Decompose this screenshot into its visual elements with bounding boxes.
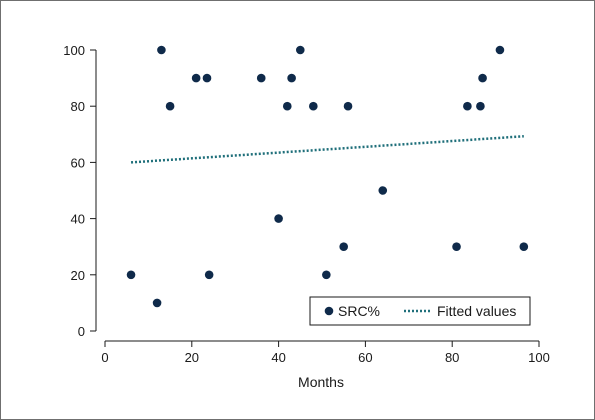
y-tick-label: 60 xyxy=(71,155,85,170)
data-point xyxy=(274,214,283,223)
data-point xyxy=(282,101,292,111)
data-point xyxy=(322,270,331,280)
legend-label-fitted: Fitted values xyxy=(437,303,516,319)
data-point xyxy=(204,270,214,280)
x-tick-label: 60 xyxy=(358,350,372,365)
data-point xyxy=(126,270,136,280)
data-point xyxy=(256,73,266,83)
y-tick-label: 0 xyxy=(78,324,85,339)
x-axis-title: Months xyxy=(298,374,344,390)
axes: 0 20 40 60 80 100 0 20 40 60 80 100 xyxy=(63,43,550,365)
x-tick-label: 40 xyxy=(271,350,285,365)
legend: SRC% Fitted values xyxy=(309,296,531,326)
data-point xyxy=(452,242,461,251)
x-tick-label: 20 xyxy=(185,350,199,365)
data-point xyxy=(495,45,505,55)
data-point xyxy=(287,73,296,83)
data-point xyxy=(296,45,305,55)
y-tick-label: 20 xyxy=(71,268,85,283)
data-point xyxy=(165,101,175,111)
data-point xyxy=(309,101,318,111)
y-tick-label: 40 xyxy=(71,212,85,227)
data-point xyxy=(519,242,529,251)
data-point xyxy=(478,73,487,83)
legend-marker-src xyxy=(324,306,334,316)
data-point xyxy=(202,73,212,83)
points-layer xyxy=(126,45,529,308)
data-point xyxy=(157,45,166,55)
fitted-line-layer xyxy=(130,135,524,164)
x-tick-label: 80 xyxy=(445,350,459,365)
data-point xyxy=(339,242,349,251)
data-point xyxy=(476,101,485,111)
data-point xyxy=(191,73,201,83)
data-point xyxy=(152,298,162,308)
y-tick-label: 100 xyxy=(63,43,85,58)
fitted-line xyxy=(130,135,524,164)
data-point xyxy=(343,101,353,111)
legend-label-src: SRC% xyxy=(338,303,380,319)
data-point xyxy=(463,101,472,111)
x-tick-label: 0 xyxy=(101,350,108,365)
x-tick-label: 100 xyxy=(528,350,550,365)
data-point xyxy=(378,186,388,195)
y-tick-label: 80 xyxy=(71,99,85,114)
